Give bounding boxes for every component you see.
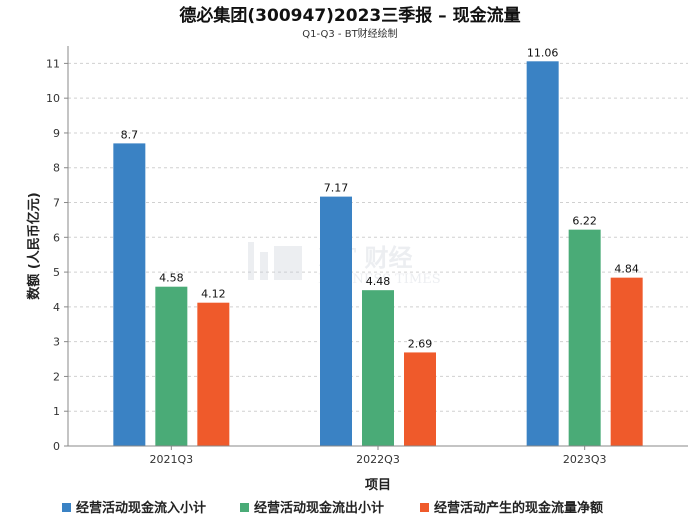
y-tick-label: 6 [53, 231, 60, 244]
x-axis-label: 项目 [365, 478, 391, 493]
chart-title: 德必集团(300947)2023三季报 – 现金流量 [179, 5, 520, 26]
legend-label: 经营活动现金流入小计 [76, 500, 206, 516]
bar-value-label: 2.69 [408, 337, 433, 350]
bar-value-label: 4.58 [159, 272, 184, 285]
bar [197, 302, 230, 446]
x-tick-label: 2021Q3 [150, 453, 194, 466]
y-tick-label: 5 [53, 266, 60, 279]
legend-label: 经营活动产生的现金流量净额 [434, 500, 603, 516]
data-labels: 8.7 4.58 4.12 7.17 4.48 2.69 11.06 6.22 4.84 [121, 46, 639, 350]
y-tick-label: 2 [53, 370, 60, 383]
y-axis-ticks: 0 1 2 3 4 5 6 7 8 9 10 11 [46, 57, 68, 453]
bar-value-label: 4.48 [366, 275, 391, 288]
bar-value-label: 4.12 [201, 288, 226, 301]
x-axis-ticks: 2021Q3 2022Q3 2023Q3 [150, 446, 607, 466]
bar [113, 143, 146, 447]
y-tick-label: 0 [53, 440, 60, 453]
y-axis-label: 数额 (人民币亿元) [26, 192, 42, 299]
x-tick-label: 2023Q3 [563, 453, 607, 466]
bar [404, 352, 436, 446]
y-tick-label: 1 [53, 405, 60, 418]
bar-value-label: 11.06 [527, 46, 559, 59]
bar [610, 277, 643, 446]
bar [320, 196, 352, 446]
bar [568, 229, 601, 446]
bar-value-label: 8.7 [121, 128, 139, 141]
bar [362, 290, 394, 446]
bar-value-label: 6.22 [572, 215, 597, 228]
x-tick-label: 2022Q3 [356, 453, 400, 466]
legend-label: 经营活动现金流出小计 [254, 500, 384, 516]
watermark-logo-block [274, 246, 302, 280]
bar [526, 61, 559, 446]
chart-subtitle: Q1-Q3 - BT财经绘制 [302, 27, 397, 40]
watermark-logo-bar [248, 242, 254, 280]
y-tick-label: 10 [46, 92, 60, 105]
legend-swatch [62, 503, 71, 512]
y-tick-label: 9 [53, 127, 60, 140]
legend-swatch [240, 503, 249, 512]
y-tick-label: 11 [46, 57, 60, 70]
watermark-logo-bar [260, 252, 268, 280]
bar [155, 286, 188, 446]
y-tick-label: 4 [53, 301, 60, 314]
bar-value-label: 4.84 [614, 263, 639, 276]
y-tick-label: 3 [53, 336, 60, 349]
legend-swatch [420, 503, 429, 512]
y-tick-label: 7 [53, 197, 60, 210]
y-tick-label: 8 [53, 162, 60, 175]
bars [113, 61, 643, 447]
legend: 经营活动现金流入小计 经营活动现金流出小计 经营活动产生的现金流量净额 [62, 500, 603, 516]
bar-value-label: 7.17 [324, 182, 349, 195]
